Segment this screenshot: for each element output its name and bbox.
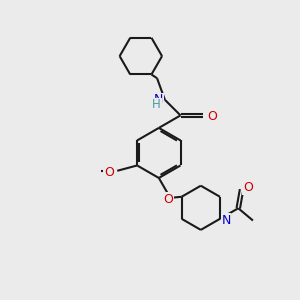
Text: O: O <box>164 193 173 206</box>
Text: N: N <box>221 214 231 227</box>
Text: O: O <box>243 182 253 194</box>
Text: O: O <box>207 110 217 123</box>
Text: O: O <box>104 166 114 179</box>
Text: N: N <box>154 93 164 106</box>
Text: H: H <box>152 98 161 111</box>
